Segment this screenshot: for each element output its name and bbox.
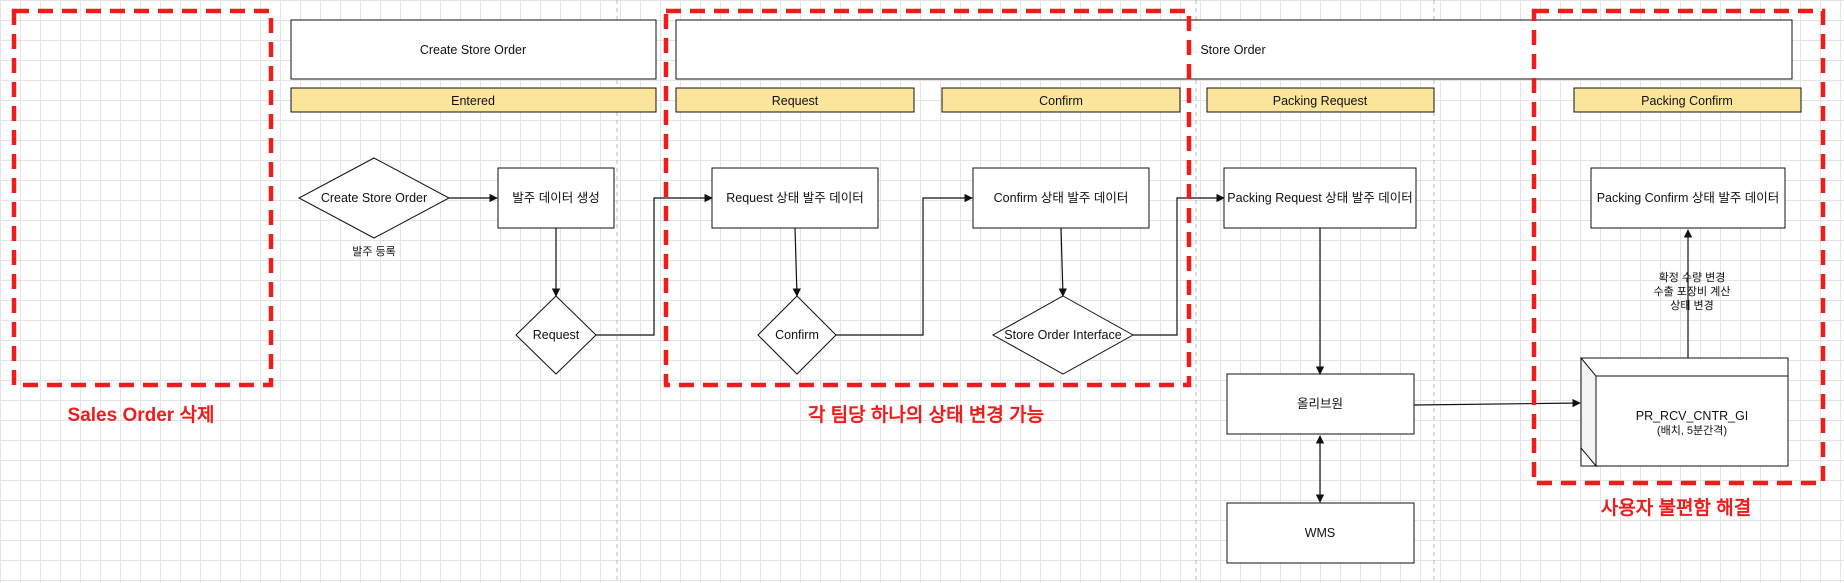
svg-text:(배치, 5분간격): (배치, 5분간격) (1657, 424, 1727, 437)
svg-text:Packing Request 상태 발주 데이터: Packing Request 상태 발주 데이터 (1227, 191, 1412, 205)
svg-text:Request 상태 발주 데이터: Request 상태 발주 데이터 (726, 191, 863, 205)
svg-text:Packing Confirm: Packing Confirm (1641, 94, 1733, 108)
stage-packing-request: Packing Request (1206, 87, 1435, 113)
svg-text:상태 변경: 상태 변경 (1670, 299, 1714, 312)
svg-text:PR_RCV_CNTR_GI: PR_RCV_CNTR_GI (1636, 409, 1749, 423)
stage-confirm: Confirm (941, 87, 1181, 113)
confirm-effect-annotation: 확정 수량 변경 수출 포장비 계산 상태 변경 (1654, 271, 1731, 312)
svg-text:발주 데이터 생성: 발주 데이터 생성 (512, 191, 599, 205)
svg-text:Create Store Order: Create Store Order (321, 191, 427, 205)
svg-text:Confirm: Confirm (1039, 94, 1083, 108)
store-order-interface-decision: Store Order Interface (991, 295, 1135, 375)
svg-text:Create Store Order: Create Store Order (420, 43, 526, 57)
confirm-decision: Confirm (757, 295, 837, 375)
svg-text:Entered: Entered (451, 94, 495, 108)
packing-request-state-data-box: Packing Request 상태 발주 데이터 (1223, 167, 1417, 229)
svg-text:Packing Request: Packing Request (1273, 94, 1368, 108)
packing-confirm-state-data-box: Packing Confirm 상태 발주 데이터 (1590, 167, 1786, 229)
order-register-caption: 발주 등록 (352, 245, 396, 258)
stage-packing-confirm: Packing Confirm (1573, 87, 1802, 113)
svg-text:Packing Confirm 상태 발주 데이터: Packing Confirm 상태 발주 데이터 (1597, 191, 1780, 205)
create-store-order-decision: Create Store Order (297, 157, 451, 239)
request-decision: Request (515, 295, 597, 375)
svg-text:Store Order Interface: Store Order Interface (1004, 328, 1121, 342)
stage-entered: Entered (290, 87, 657, 113)
lane-separators (616, 0, 1435, 583)
connectors (449, 193, 1693, 503)
request-state-data-box: Request 상태 발주 데이터 (711, 167, 879, 229)
svg-text:Confirm: Confirm (775, 328, 819, 342)
svg-text:WMS: WMS (1305, 526, 1336, 540)
callout-box-user-inconvenience (1531, 8, 1826, 486)
svg-text:수출 포장비 계산: 수출 포장비 계산 (1654, 285, 1731, 298)
header-store-order: Store Order (675, 19, 1793, 80)
confirm-state-data-box: Confirm 상태 발주 데이터 (972, 167, 1150, 229)
stage-request: Request (675, 87, 915, 113)
callout-sales-order-delete: Sales Order 삭제 (68, 404, 215, 426)
callout-box-state-change (663, 8, 1192, 388)
svg-text:Request: Request (772, 94, 819, 108)
header-create-store-order: Create Store Order (290, 19, 657, 80)
svg-text:Confirm 상태 발주 데이터: Confirm 상태 발주 데이터 (994, 191, 1129, 205)
callout-boxes (11, 8, 1826, 486)
svg-text:Request: Request (533, 328, 580, 342)
order-data-create-box: 발주 데이터 생성 (497, 167, 615, 229)
callout-one-state-change: 각 팀당 하나의 상태 변경 가능 (808, 404, 1044, 426)
wms-box: WMS (1226, 502, 1415, 564)
batch-procedure-box: PR_RCV_CNTR_GI (배치, 5분간격) (1580, 356, 1789, 468)
svg-text:Store Order: Store Order (1200, 43, 1265, 57)
svg-text:확정 수량 변경: 확정 수량 변경 (1659, 271, 1726, 284)
svg-text:올리브원: 올리브원 (1297, 397, 1343, 411)
olive-one-box: 올리브원 (1226, 373, 1415, 435)
callout-user-inconvenience: 사용자 불편함 해결 (1601, 497, 1751, 519)
callout-box-sales-order (11, 8, 274, 388)
